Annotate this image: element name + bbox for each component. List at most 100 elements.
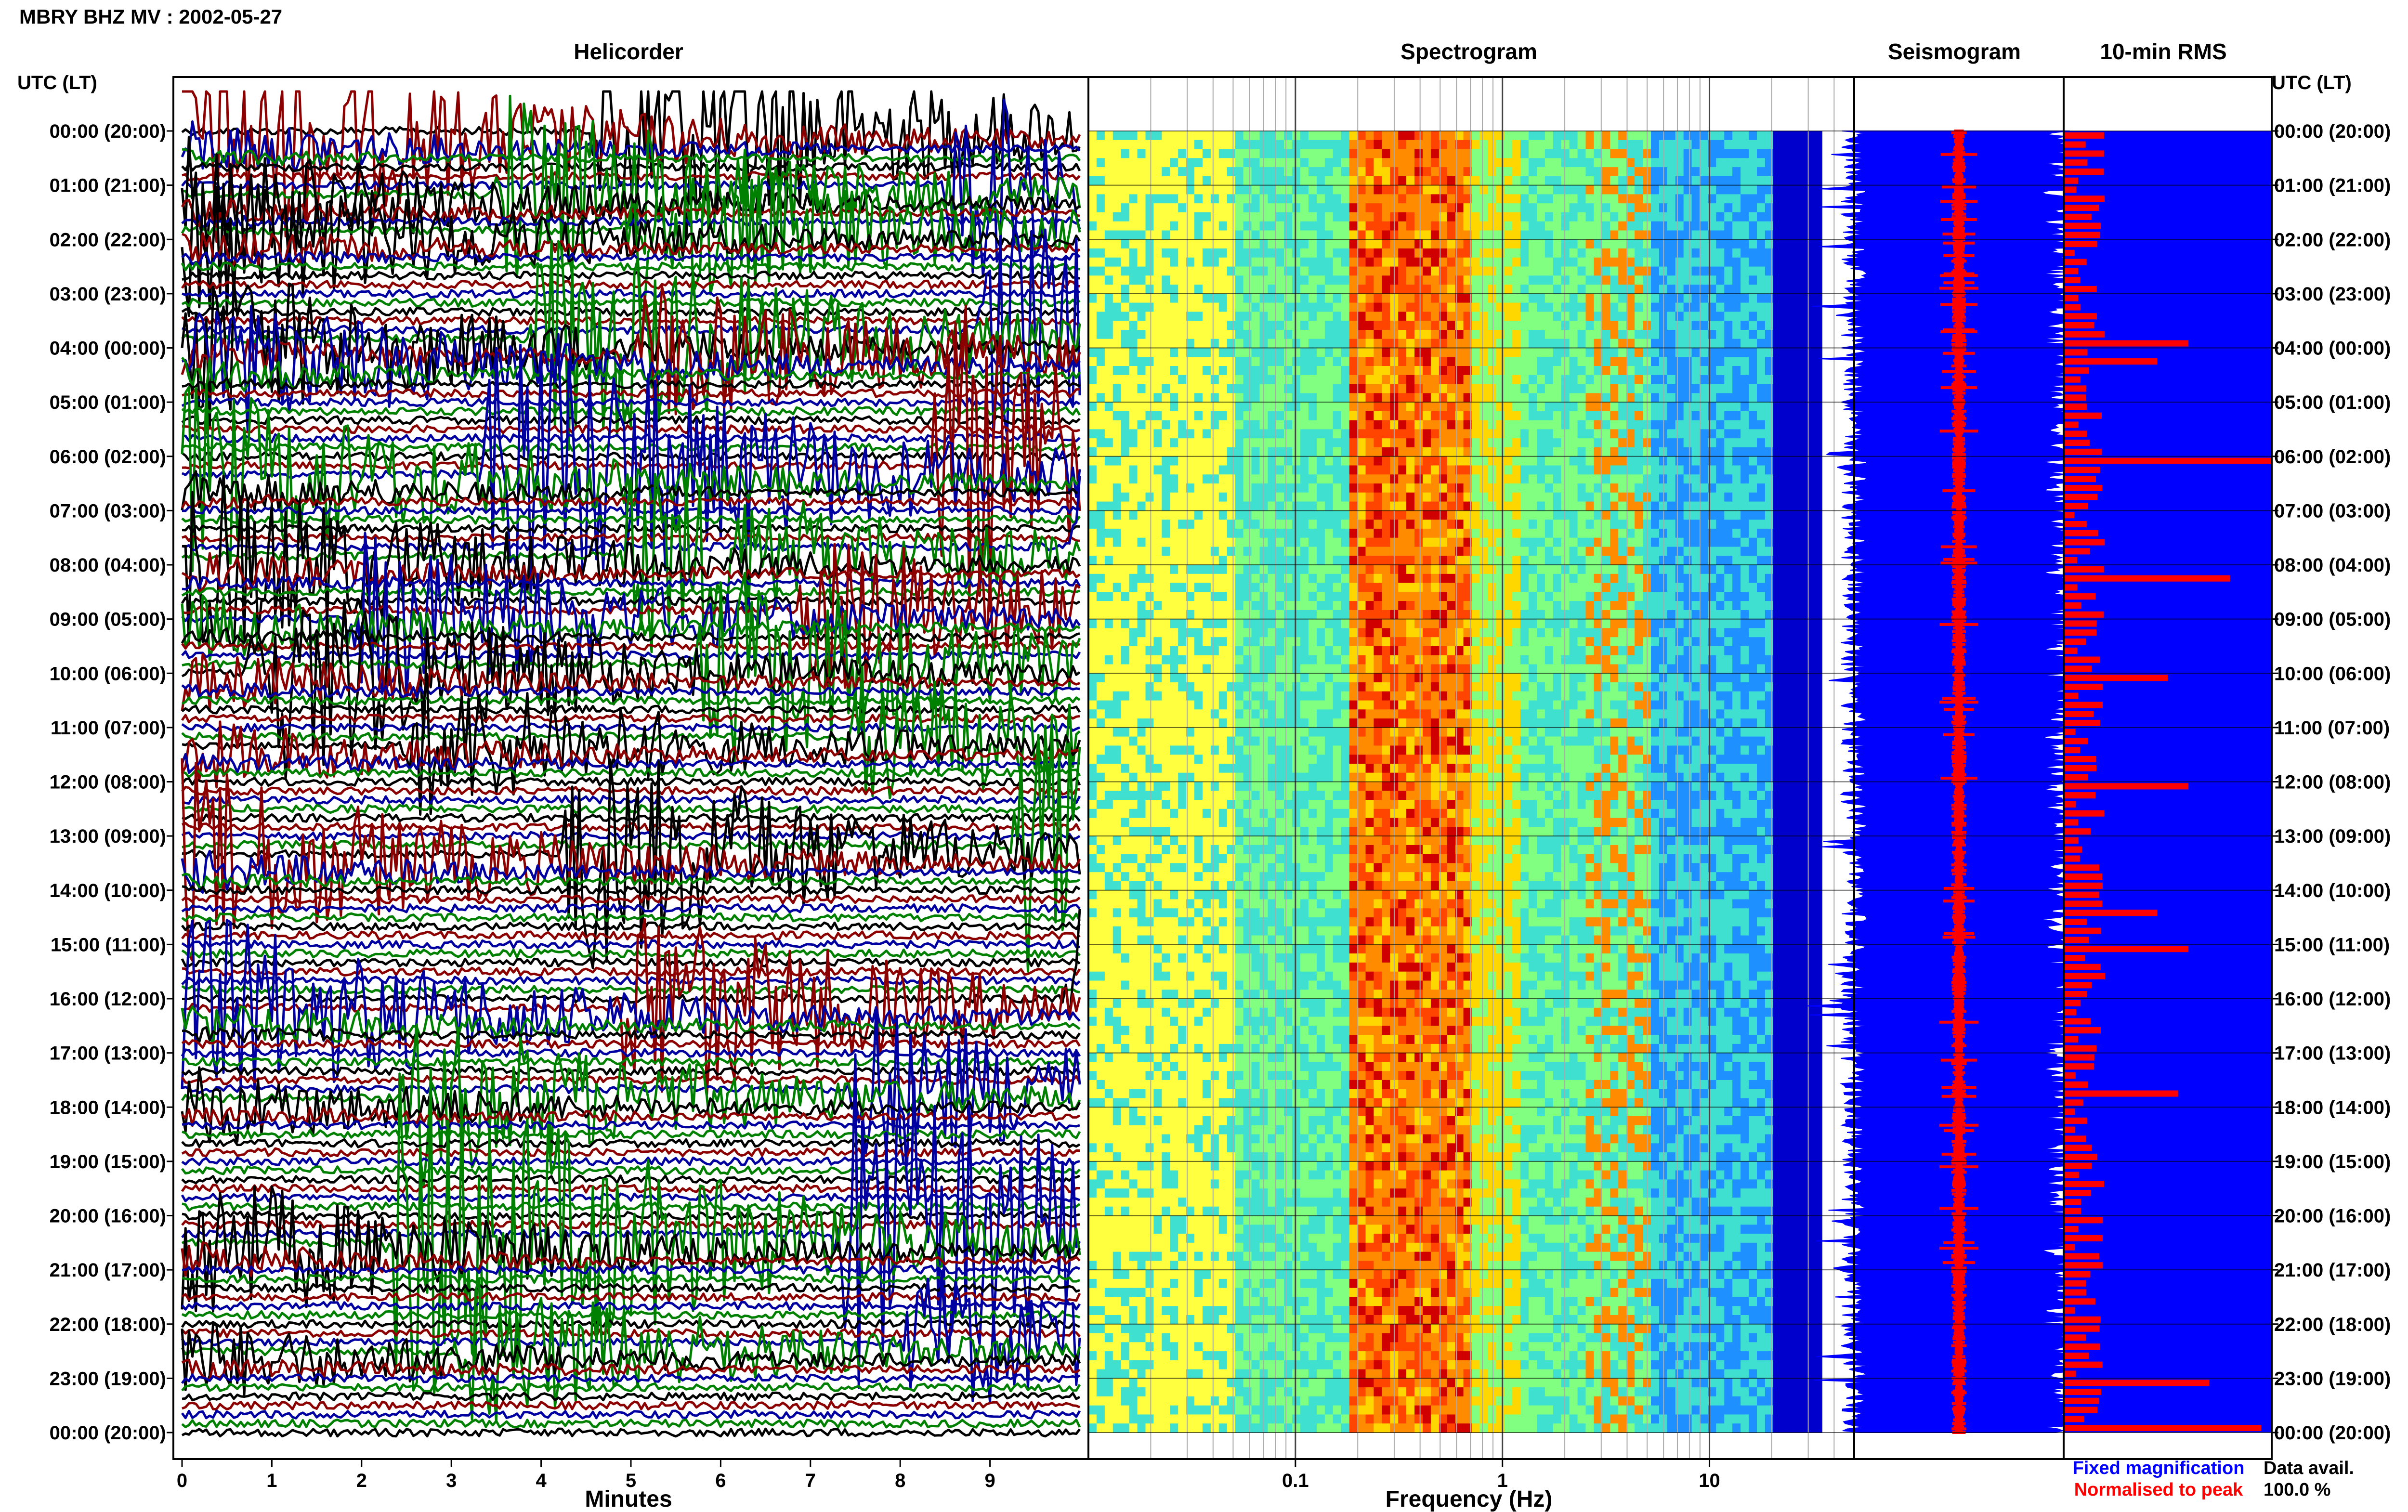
spectrogram-cell bbox=[1544, 285, 1554, 294]
helicorder-trace bbox=[181, 1427, 1081, 1438]
spectrogram-cell bbox=[1365, 456, 1374, 466]
spectrogram-cell bbox=[1235, 302, 1244, 312]
spectrogram-cell bbox=[1512, 483, 1521, 493]
spectrogram-cell bbox=[1276, 592, 1284, 601]
spectrogram-cell bbox=[1529, 275, 1537, 285]
spectrogram-cell bbox=[1602, 212, 1610, 222]
spectrogram-cell bbox=[1700, 501, 1708, 511]
spectrogram-cell bbox=[1374, 465, 1382, 475]
spectrogram-cell bbox=[1129, 492, 1138, 502]
spectrogram-cell bbox=[1488, 212, 1496, 222]
spectrogram-cell bbox=[1145, 610, 1154, 620]
spectrogram-cell bbox=[1806, 411, 1815, 421]
spectrogram-cell bbox=[1129, 302, 1138, 312]
spectrogram-cell bbox=[1145, 537, 1154, 547]
spectrogram-cell bbox=[1300, 266, 1309, 276]
spectrogram-cell bbox=[1488, 357, 1496, 366]
spectrogram-cell bbox=[1488, 248, 1496, 258]
spectrogram-cell bbox=[1732, 203, 1741, 213]
spectrogram-cell bbox=[1618, 158, 1627, 168]
spectrogram-cell bbox=[1610, 547, 1619, 556]
spectrogram-cell bbox=[1251, 402, 1260, 412]
spectrogram-cell bbox=[1430, 330, 1440, 339]
spectrogram-cell bbox=[1088, 438, 1097, 448]
spectrogram-cell bbox=[1683, 556, 1692, 565]
spectrogram-cell bbox=[1349, 411, 1358, 421]
spectrogram-cell bbox=[1797, 565, 1806, 574]
spectrogram-cell bbox=[1724, 266, 1733, 276]
spectrogram-cell bbox=[1447, 149, 1456, 158]
spectrogram-cell bbox=[1700, 547, 1708, 556]
spectrogram-cell bbox=[1618, 465, 1627, 475]
spectrogram-cell bbox=[1667, 357, 1676, 366]
spectrogram-cell bbox=[1104, 556, 1113, 565]
spectrogram-cell bbox=[1512, 447, 1521, 457]
spectrogram-cell bbox=[1349, 248, 1358, 258]
spectrogram-cell bbox=[1423, 565, 1431, 574]
spectrogram-cell bbox=[1814, 375, 1822, 385]
spectrogram-cell bbox=[1529, 239, 1537, 249]
spectrogram-cell bbox=[1471, 583, 1480, 592]
spectrogram-cell bbox=[1398, 528, 1407, 538]
spectrogram-cell bbox=[1537, 140, 1545, 150]
spectrogram-cell bbox=[1651, 375, 1660, 385]
spectrogram-cell bbox=[1479, 285, 1488, 294]
spectrogram-cell bbox=[1691, 583, 1701, 592]
spectrogram-cell bbox=[1594, 366, 1602, 376]
spectrogram-cell bbox=[1594, 257, 1602, 267]
spectrogram-cell bbox=[1781, 212, 1790, 222]
spectrogram-cell bbox=[1553, 194, 1562, 204]
spectrogram-cell bbox=[1406, 601, 1415, 611]
spectrogram-cell bbox=[1292, 592, 1301, 601]
spectrogram-cell bbox=[1675, 411, 1684, 421]
spectrogram-cell bbox=[1324, 330, 1334, 339]
spectrogram-cell bbox=[1479, 312, 1488, 321]
spectrogram-cell bbox=[1414, 357, 1423, 366]
spectrogram-cell bbox=[1162, 194, 1170, 204]
spectrogram-cell bbox=[1423, 185, 1431, 195]
spectrogram-cell bbox=[1096, 167, 1105, 177]
spectrogram-cell bbox=[1284, 302, 1293, 312]
spectrogram-cell bbox=[1716, 158, 1725, 168]
spectrogram-cell bbox=[1488, 375, 1496, 385]
spectrogram-cell bbox=[1430, 149, 1440, 158]
spectrogram-cell bbox=[1504, 492, 1513, 502]
spectrogram-cell bbox=[1162, 537, 1170, 547]
spectrogram-cell bbox=[1194, 601, 1203, 611]
spectrogram-cell bbox=[1104, 474, 1113, 484]
spectrogram-cell bbox=[1618, 556, 1627, 565]
spectrogram-cell bbox=[1488, 420, 1496, 430]
spectrogram-cell bbox=[1129, 601, 1138, 611]
spectrogram-cell bbox=[1430, 547, 1440, 556]
spectrogram-cell bbox=[1276, 330, 1284, 339]
spectrogram-cell bbox=[1137, 285, 1146, 294]
spectrogram-cell bbox=[1333, 547, 1342, 556]
spectrogram-cell bbox=[1675, 321, 1684, 330]
spectrogram-cell bbox=[1153, 321, 1162, 330]
spectrogram-cell bbox=[1096, 212, 1105, 222]
spectrogram-cell bbox=[1553, 321, 1562, 330]
spectrogram-cell bbox=[1700, 574, 1708, 584]
spectrogram-cell bbox=[1675, 465, 1684, 475]
spectrogram-cell bbox=[1300, 384, 1309, 393]
spectrogram-cell bbox=[1194, 158, 1203, 168]
spectrogram-cell bbox=[1651, 339, 1660, 349]
spectrogram-cell bbox=[1309, 257, 1317, 267]
spectrogram-cell bbox=[1716, 339, 1725, 349]
spectrogram-cell bbox=[1797, 447, 1806, 457]
spectrogram-cell bbox=[1463, 510, 1472, 520]
spectrogram-cell bbox=[1104, 140, 1113, 150]
spectrogram-cell bbox=[1602, 266, 1610, 276]
spectrogram-cell bbox=[1398, 583, 1407, 592]
spectrogram-cell bbox=[1602, 429, 1610, 439]
spectrogram-cell bbox=[1194, 185, 1203, 195]
spectrogram-cell bbox=[1471, 610, 1480, 620]
spectrogram-cell bbox=[1447, 483, 1456, 493]
spectrogram-cell bbox=[1675, 221, 1684, 231]
spectrogram-cell bbox=[1333, 601, 1342, 611]
spectrogram-cell bbox=[1635, 149, 1643, 158]
spectrogram-cell bbox=[1423, 583, 1431, 592]
spectrogram-cell bbox=[1170, 438, 1178, 448]
spectrogram-cell bbox=[1806, 248, 1815, 258]
spectrogram-cell bbox=[1626, 402, 1635, 412]
